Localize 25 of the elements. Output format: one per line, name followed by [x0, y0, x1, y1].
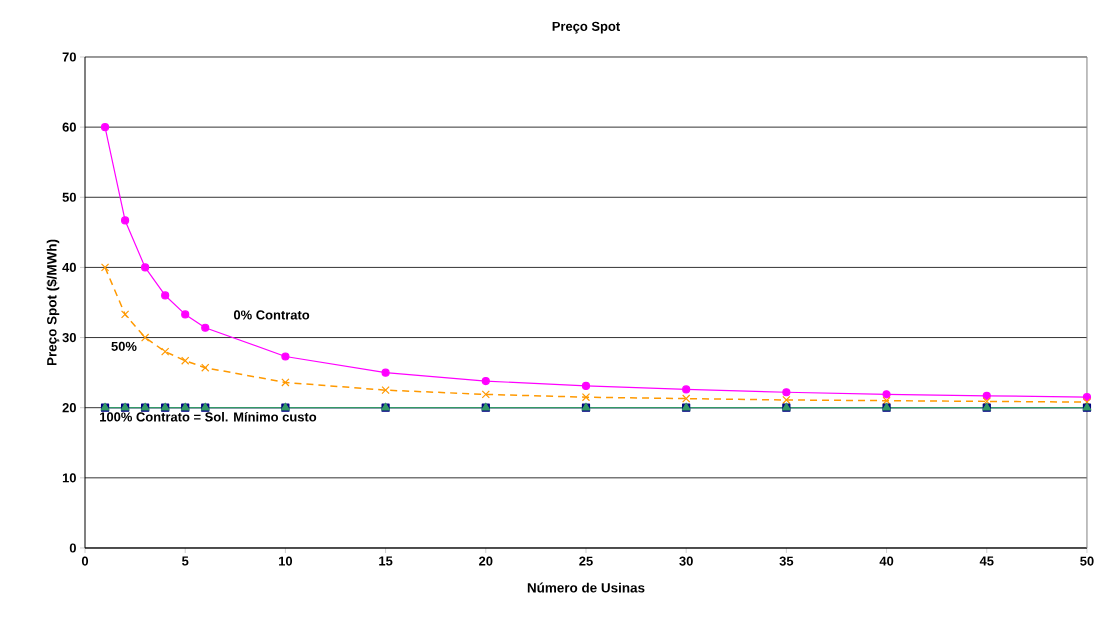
y-axis-title: Preço Spot ($/MWh) — [46, 239, 60, 366]
series-label: 50% — [111, 341, 137, 351]
x-tick-label: 45 — [979, 556, 994, 566]
x-tick-label: 15 — [379, 556, 393, 566]
y-tick-label: 40 — [62, 262, 76, 272]
x-tick-label: 20 — [479, 556, 493, 566]
y-tick-label: 0 — [69, 543, 76, 553]
series-label: 0% Contrato — [233, 310, 310, 320]
y-tick-label: 60 — [62, 122, 76, 132]
x-tick-label: 30 — [679, 556, 693, 566]
chart-title: Preço Spot — [552, 21, 620, 34]
x-tick-label: 5 — [182, 556, 189, 566]
x-tick-label: 50 — [1080, 556, 1094, 566]
y-tick-label: 70 — [62, 52, 76, 62]
x-tick-label: 40 — [879, 556, 894, 566]
y-tick-label: 10 — [62, 473, 76, 483]
y-tick-label: 30 — [62, 332, 76, 343]
y-tick-label: 50 — [62, 192, 76, 202]
x-tick-label: 0 — [81, 556, 89, 566]
x-tick-label: 25 — [579, 556, 593, 566]
y-tick-label: 20 — [62, 403, 76, 413]
x-tick-label: 10 — [279, 556, 293, 566]
x-axis-title: Número de Usinas — [527, 582, 645, 593]
series-label: 100% Contrato = Sol. Mínimo custo — [100, 411, 317, 422]
x-tick-label: 35 — [779, 556, 794, 566]
